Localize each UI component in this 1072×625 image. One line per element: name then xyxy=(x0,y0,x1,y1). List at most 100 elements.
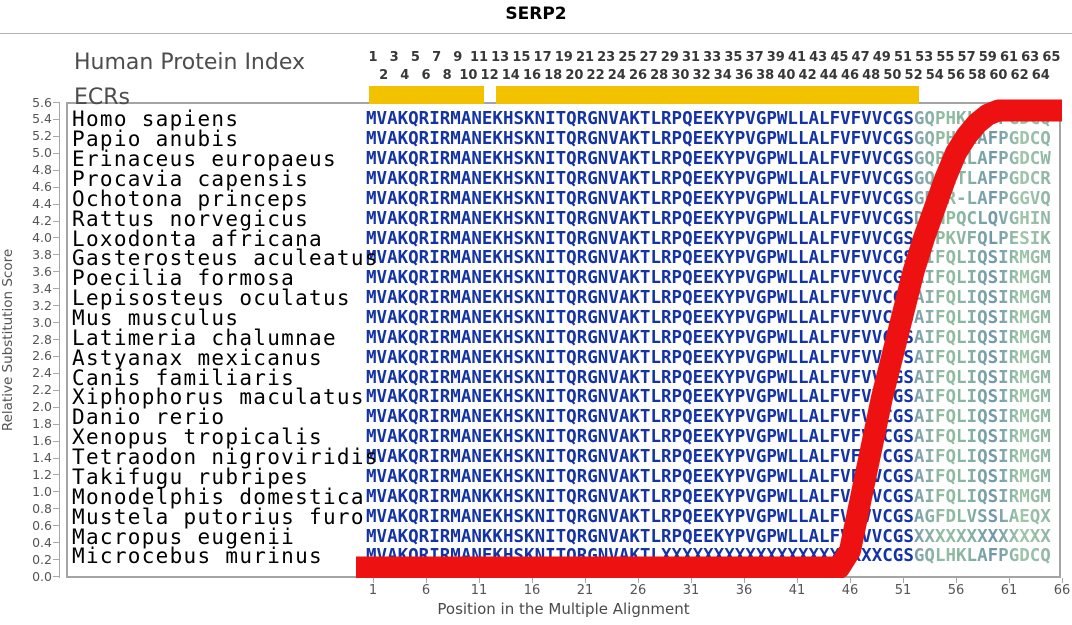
sequence-variable-segment: AIFQLIQSIRMGM xyxy=(913,486,1051,507)
species-name: Loxodonta africana xyxy=(72,226,323,251)
y-tick-mark xyxy=(53,576,59,577)
y-tick-label: 0.2 xyxy=(32,551,52,567)
species-name: Macropus eugenii xyxy=(72,524,296,549)
sequence-text: MVAKQRIRMANEKHSKNITQRGNVAKTLRPQEEKYPVGPW… xyxy=(366,427,1051,447)
index-number-even: 60 xyxy=(989,68,1008,83)
species-name: Canis familiaris xyxy=(72,365,296,390)
species-name: Erinaceus europaeus xyxy=(72,147,337,172)
sequence-text: MVAKQRIRMANEKHSKNITQRGNVAKTLRPQEEKYPVGPW… xyxy=(366,169,1051,189)
x-tick-mark xyxy=(479,578,480,583)
y-tick-mark xyxy=(53,254,59,256)
y-tick-mark xyxy=(53,322,59,324)
y-tick-label: 5.6 xyxy=(32,94,52,110)
y-tick-label: 1.0 xyxy=(32,483,52,499)
index-number-even: 10 xyxy=(459,68,478,83)
y-tick-mark xyxy=(53,152,59,154)
index-number-odd: 11 xyxy=(469,50,489,65)
sequence-conserved-segment: MVAKQRIRMANEKHSKNITQRGNVAKTLRPQEEKYPVGPW… xyxy=(366,387,914,408)
index-number-even: 36 xyxy=(734,68,754,83)
y-tick-label: 1.2 xyxy=(32,466,52,482)
sequence-conserved-segment: MVAKQRIRMANEKHSKNITQRGNVAKTLRPQEEKYPVGPW… xyxy=(366,327,914,348)
alignment-row: Ochotona princeps MVAKQRIRMANEKHSKNITQRGN… xyxy=(0,186,1072,211)
sequence-text: MVAKQRIRMANEKHSKNITQRGNVAKTLRPQEEKYPVGPW… xyxy=(366,387,1051,407)
species-name: Astyanax mexicanus xyxy=(72,345,323,370)
sequence-text: MVAKQRIRMANEKHSKNITQRGNVAKTLRPQEEKYPVGPW… xyxy=(366,189,1051,209)
x-tick-label: 51 xyxy=(894,583,912,598)
sequence-text: MVAKQRIRMANEKHSKNITQRGNVAKTLRPQEEKYPVGPW… xyxy=(366,229,1051,249)
y-tick-mark xyxy=(53,440,59,442)
sequence-variable-segment: AIFQLIQSIRMGM xyxy=(913,327,1051,348)
sequence-text: MVAKQRIRMANKKHSKNITQRGNVAKTLRPQEEKYPVGPW… xyxy=(366,527,1051,547)
x-tick-mark xyxy=(903,578,904,583)
alignment-row: Latimeria chalumnae MVAKQRIRMANEKHSKNITQR… xyxy=(0,327,1072,348)
sequence-text: MVAKQRIRMANEKHSKNITQRGNVAKTLRPQEEKYPVGPW… xyxy=(366,268,1051,288)
sequence-conserved-segment: MVAKQRIRMANEKHSKNITQRGNVAKTLRPQEEKYPVGPW… xyxy=(366,149,914,170)
index-number-odd: 65 xyxy=(1042,50,1061,65)
page-title: SERP2 xyxy=(505,4,567,24)
sequence-conserved-segment: MVAKQRIRMANEKHSKNITQRGNVAKTLRPQEEKYPVGPW… xyxy=(366,407,914,428)
sequence-text: MVAKQRIRMANEKHSKNITQRGNVAKTLRPQEEKYPVGPW… xyxy=(366,328,1051,348)
x-tick-mark xyxy=(532,578,533,583)
y-tick-mark xyxy=(53,559,59,561)
index-number-even: 28 xyxy=(650,68,669,83)
species-name: Procavia capensis xyxy=(72,166,310,191)
sequence-conserved-segment: MVAKQRIRMANEKHSKNITQRGNVAKTLRPQEEKYPVGPW… xyxy=(366,506,914,527)
y-tick-label: 4.0 xyxy=(32,229,52,245)
y-tick-label: 2.6 xyxy=(32,348,52,364)
x-tick-label: 1 xyxy=(368,583,378,598)
sequence-variable-segment: XXXXXXXXXXXXX xyxy=(913,526,1051,547)
y-tick-mark xyxy=(53,423,59,425)
species-name: Poecilia formosa xyxy=(72,266,296,291)
species-name: Ochotona princeps xyxy=(72,186,310,211)
y-tick-mark xyxy=(53,271,59,273)
sequence-text: MVAKQRIRMANEKHSKNITQRGNVAKTLRPQEEKYPVGPW… xyxy=(366,348,1051,368)
human-protein-index-label: Human Protein Index xyxy=(74,50,306,75)
index-number-even: 30 xyxy=(671,68,690,83)
species-name: Takifugu rubripes xyxy=(72,464,310,489)
y-tick-mark xyxy=(53,135,59,137)
y-tick-label: 4.8 xyxy=(32,162,52,178)
sequence-text: MVAKQRIRMANEKHSKNITQRGNVAKTLRPQEEKYPVGPW… xyxy=(366,248,1051,268)
y-tick-label: 2.8 xyxy=(32,331,52,347)
index-number-even: 2 xyxy=(379,68,389,83)
y-tick-mark xyxy=(53,457,59,459)
sequence-variable-segment: AIFQLIQSIRMGM xyxy=(913,248,1051,269)
sequence-variable-segment: AIFQLIQSIRMGM xyxy=(913,288,1051,309)
sequence-text: MVAKQRIRMANEKHSKNITQRGNVAKTLRPQEEKYPVGPW… xyxy=(366,129,1051,149)
sequence-text: MVAKQRIRMANEKHSKNITQRGNVAKTLRPQEEKYPVGPW… xyxy=(366,109,1051,129)
sequence-variable-segment: GQPHKLASPGDCQ xyxy=(913,109,1051,130)
sequence-variable-segment: AIFQLIQSIRMGM xyxy=(913,387,1051,408)
y-tick-mark xyxy=(53,288,59,290)
index-number-even: 42 xyxy=(798,68,817,83)
sequence-variable-segment: GQPHKLAFPGDCQ xyxy=(913,129,1051,150)
sequence-variable-segment: GQLHKLAFPGDCQ xyxy=(913,546,1051,567)
sequence-text: MVAKQRIRMANEKHSKNITQRGNVAKTLXXXXXXXXXXXX… xyxy=(366,546,1051,566)
y-tick-mark xyxy=(53,406,59,408)
index-number-even: 62 xyxy=(1010,68,1029,83)
index-number-even: 56 xyxy=(946,68,966,83)
index-number-odd: 51 xyxy=(893,50,913,65)
index-number-odd: 41 xyxy=(787,50,807,65)
index-number-even: 12 xyxy=(480,68,499,83)
sequence-text: MVAKQRIRMANEKHSKNITQRGNVAKTLRPQEEKYPVGPW… xyxy=(366,149,1051,169)
y-tick-mark xyxy=(53,186,59,188)
species-name: Mus musculus xyxy=(72,306,240,330)
y-tick-label: 0.6 xyxy=(32,517,52,533)
index-number-odd: 23 xyxy=(597,50,616,65)
y-tick-label: 0.0 xyxy=(32,568,52,584)
index-number-odd: 43 xyxy=(809,50,828,65)
alignment-row: Microcebus murinus MVAKQRIRMANEKHSKNITQRG… xyxy=(0,546,1072,567)
y-tick-mark xyxy=(53,220,59,222)
index-number-odd: 21 xyxy=(575,50,595,65)
x-axis-label: Position in the Multiple Alignment xyxy=(437,600,690,618)
index-number-even: 16 xyxy=(522,68,542,83)
index-number-odd: 1 xyxy=(368,50,378,65)
x-tick-label: 61 xyxy=(1000,583,1018,598)
sequence-text: MVAKQRIRMANEKHSKNITQRGNVAKTLRPQEEKYPVGPW… xyxy=(366,308,1051,328)
x-tick-mark xyxy=(1062,578,1063,583)
y-tick-mark xyxy=(53,474,59,476)
x-tick-mark xyxy=(1009,578,1010,583)
index-number-even: 24 xyxy=(607,68,626,83)
sequence-text: MVAKQRIRMANKKHSKNITQRGNVAKTLRPQEEKYPVGPW… xyxy=(366,487,1051,507)
